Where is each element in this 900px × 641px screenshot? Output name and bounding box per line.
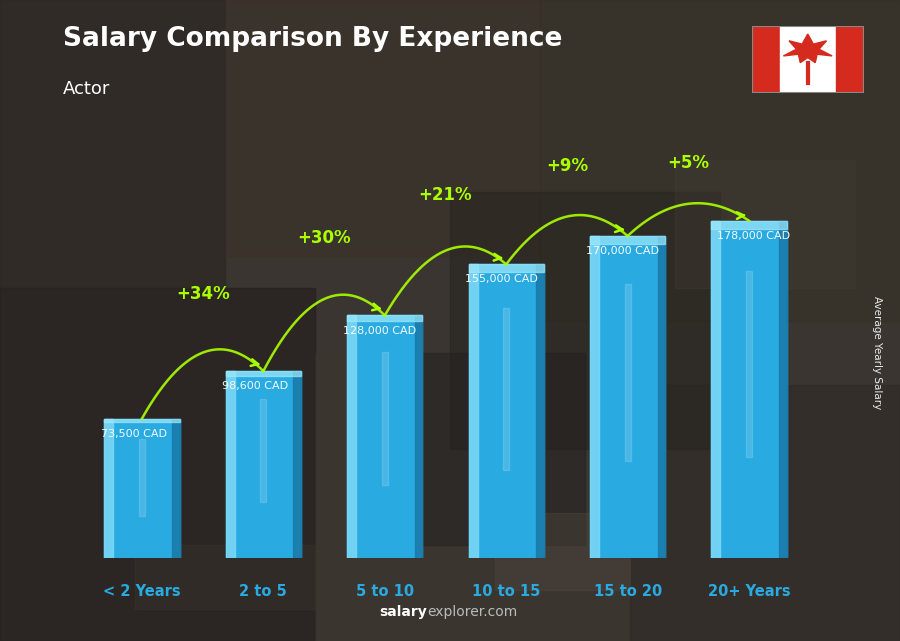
Text: +34%: +34% xyxy=(176,285,230,303)
Text: +9%: +9% xyxy=(546,158,588,176)
Bar xyxy=(226,371,301,376)
Text: 15 to 20: 15 to 20 xyxy=(593,584,662,599)
Bar xyxy=(104,419,113,558)
Bar xyxy=(415,315,422,558)
Bar xyxy=(746,271,752,456)
Bar xyxy=(675,160,855,288)
Text: +21%: +21% xyxy=(418,186,472,204)
Bar xyxy=(0,0,225,288)
Bar xyxy=(104,419,180,422)
Bar xyxy=(590,236,599,558)
Bar xyxy=(658,236,665,558)
Bar xyxy=(347,315,422,322)
Bar xyxy=(590,236,665,244)
Bar xyxy=(347,315,422,558)
Text: Average Yearly Salary: Average Yearly Salary xyxy=(872,296,883,409)
Bar xyxy=(495,513,630,590)
Text: 178,000 CAD: 178,000 CAD xyxy=(717,231,790,241)
Bar xyxy=(226,371,301,558)
Text: 73,500 CAD: 73,500 CAD xyxy=(101,429,166,438)
Bar xyxy=(540,0,900,320)
Text: 98,600 CAD: 98,600 CAD xyxy=(222,381,288,391)
Text: 5 to 10: 5 to 10 xyxy=(356,584,414,599)
Bar xyxy=(360,353,585,545)
Text: Actor: Actor xyxy=(63,80,111,98)
Bar xyxy=(469,264,544,558)
Bar xyxy=(469,264,544,272)
Text: explorer.com: explorer.com xyxy=(428,605,518,619)
Polygon shape xyxy=(783,34,832,63)
Bar xyxy=(293,371,301,558)
Bar xyxy=(450,192,720,449)
Bar xyxy=(104,419,180,558)
Bar xyxy=(469,264,478,558)
Bar xyxy=(382,352,388,485)
Text: 155,000 CAD: 155,000 CAD xyxy=(464,274,537,285)
Text: 128,000 CAD: 128,000 CAD xyxy=(344,326,417,336)
Bar xyxy=(172,419,180,558)
Bar xyxy=(135,545,315,609)
Bar xyxy=(315,353,630,641)
Bar xyxy=(139,440,145,516)
Text: +30%: +30% xyxy=(297,229,351,247)
Bar xyxy=(536,264,544,558)
Bar xyxy=(711,221,787,558)
Bar xyxy=(625,284,631,461)
Bar xyxy=(503,308,509,470)
Text: +5%: +5% xyxy=(668,154,709,172)
Bar xyxy=(225,0,540,256)
Bar xyxy=(836,26,864,93)
Text: 170,000 CAD: 170,000 CAD xyxy=(586,246,659,256)
Bar xyxy=(779,221,787,558)
Bar xyxy=(590,236,665,558)
Bar xyxy=(752,26,779,93)
Text: salary: salary xyxy=(380,605,428,619)
Text: < 2 Years: < 2 Years xyxy=(104,584,181,599)
Text: 20+ Years: 20+ Years xyxy=(707,584,790,599)
Bar xyxy=(0,288,315,641)
Bar xyxy=(347,315,356,558)
Text: 10 to 15: 10 to 15 xyxy=(472,584,540,599)
Bar xyxy=(630,385,900,641)
Bar xyxy=(779,26,836,93)
Text: 2 to 5: 2 to 5 xyxy=(239,584,287,599)
Bar xyxy=(226,371,235,558)
Text: Salary Comparison By Experience: Salary Comparison By Experience xyxy=(63,26,562,52)
Bar xyxy=(711,221,721,558)
Bar xyxy=(711,221,787,229)
Bar xyxy=(260,399,266,502)
